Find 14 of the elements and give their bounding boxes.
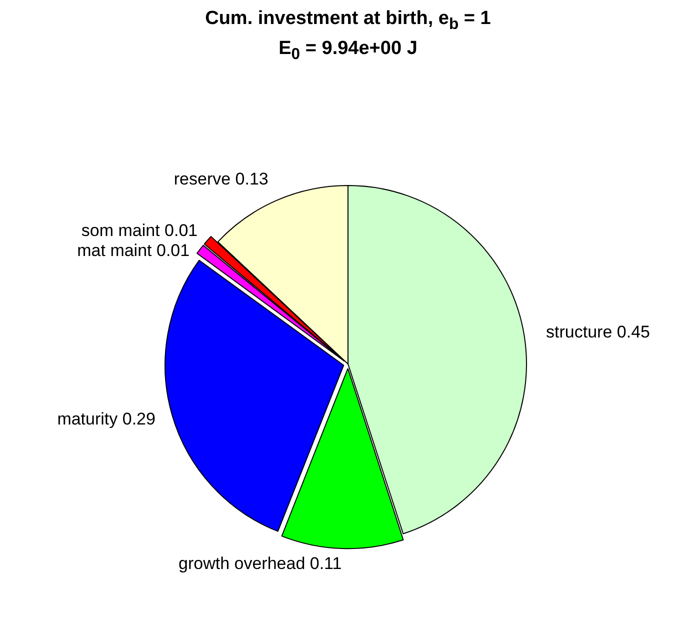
slice-label: structure	[546, 322, 617, 342]
slice-label: som maint	[81, 221, 165, 240]
slice-label: maturity	[57, 410, 122, 429]
chart-subtitle: E$_{0}$ = 9.94e+00 J	[278, 38, 418, 64]
data-label: 0.01	[156, 241, 190, 260]
chart-title: Cum. investment at birth, e$_{b}$ = 1	[204, 8, 492, 34]
slice-label: mat maint	[77, 241, 156, 260]
data-label: 0.13	[235, 170, 268, 189]
data-label: 0.11	[310, 554, 342, 574]
slice-label: growth overhead	[178, 554, 310, 574]
slice-label: reserve	[174, 170, 236, 189]
data-label: 0.45	[616, 322, 650, 342]
data-label: 0.29	[122, 410, 156, 429]
data-label: 0.01	[164, 221, 198, 240]
